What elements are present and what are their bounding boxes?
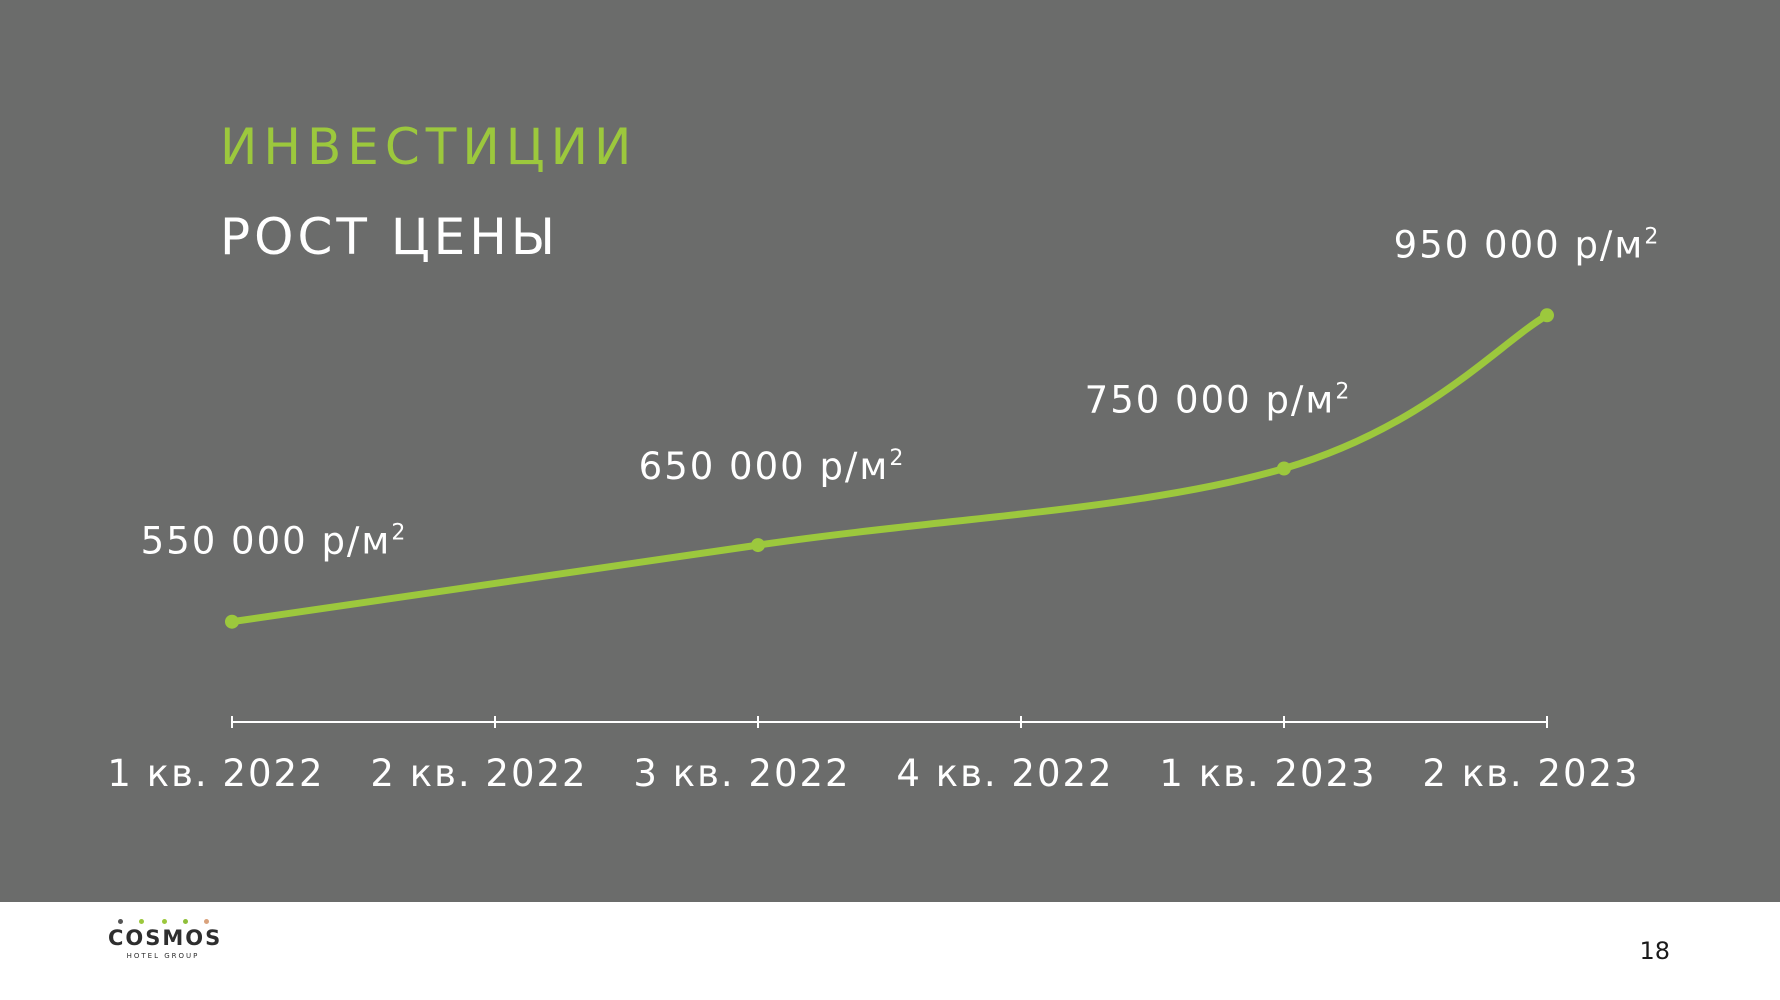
logo-dot [118, 919, 123, 924]
data-label-superscript: 2 [889, 446, 905, 471]
data-label: 950 000 р/м2 [1394, 223, 1661, 266]
price-growth-chart: 1 кв. 2022 2 кв. 2022 3 кв. 2022 4 кв. 2022… [107, 223, 1661, 795]
data-point [1540, 308, 1554, 323]
data-label-superscript: 2 [391, 521, 407, 546]
logo-subtitle: HOTEL GROUP [126, 952, 200, 960]
data-label: 550 000 р/м2 [141, 520, 408, 563]
x-tick-label: 2 кв. 2022 [370, 752, 587, 795]
data-label-superscript: 2 [1644, 224, 1660, 249]
data-label: 750 000 р/м2 [1085, 379, 1352, 422]
x-tick-label: 1 кв. 2022 [107, 752, 324, 795]
x-tick-label: 4 кв. 2022 [896, 752, 1113, 795]
data-label-value: 950 000 р/м [1394, 223, 1645, 266]
data-label-superscript: 2 [1335, 380, 1351, 405]
logo-text: COSMOS [108, 926, 223, 950]
x-tick-label: 3 кв. 2022 [633, 752, 850, 795]
footer [0, 902, 1780, 1000]
logo-dot [162, 919, 167, 924]
data-label-value: 750 000 р/м [1085, 379, 1336, 422]
data-point [1277, 461, 1291, 476]
slide-title: РОСТ ЦЕНЫ [220, 208, 559, 266]
data-label-value: 650 000 р/м [639, 445, 890, 488]
logo-dot [183, 919, 188, 924]
page-number: 18 [1639, 937, 1670, 965]
section-title: ИНВЕСТИЦИИ [220, 118, 638, 176]
slide-background [0, 0, 1780, 902]
x-tick-label: 2 кв. 2023 [1422, 752, 1639, 795]
data-label-value: 550 000 р/м [141, 520, 392, 563]
price-line [228, 311, 1551, 626]
cosmos-logo: COSMOS HOTEL GROUP [108, 914, 223, 964]
logo-dot [204, 919, 209, 924]
data-point [225, 614, 239, 629]
data-point [751, 538, 765, 553]
x-tick-label: 1 кв. 2023 [1159, 752, 1376, 795]
logo-dot [139, 919, 144, 924]
data-label: 650 000 р/м2 [639, 445, 906, 488]
